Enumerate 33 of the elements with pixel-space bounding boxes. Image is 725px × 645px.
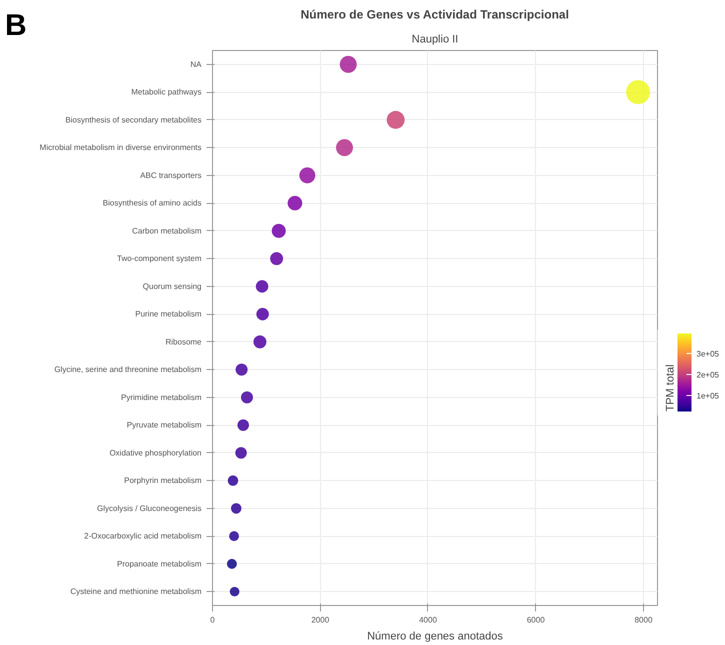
y-tick-label: Biosynthesis of amino acids [102, 198, 202, 208]
color-bar-label: 3e+05 [696, 350, 720, 359]
y-tick-label: Microbial metabolism in diverse environments [40, 143, 202, 152]
y-tick-label: Carbon metabolism [132, 226, 202, 236]
y-tick-label: Purine metabolism [135, 310, 202, 319]
y-tick-label: Glycolysis / Gluconeogenesis [97, 504, 202, 513]
color-bar-label: 2e+05 [696, 370, 720, 380]
x-tick-label: 4000 [419, 616, 438, 624]
y-tick-label: ABC transporters [140, 170, 202, 180]
y-tick-label: Glycine, serine and threonine metabolism [54, 365, 202, 374]
y-tick-label: Porphyrin metabolism [124, 476, 202, 486]
y-tick-label: Pyruvate metabolism [126, 420, 202, 430]
x-tick-label: 8000 [634, 616, 653, 624]
y-tick-label: 2-Oxocarboxylic acid metabolism [84, 532, 202, 541]
y-tick-label: Oxidative phosphorylation [109, 448, 202, 458]
y-tick-label: Cysteine and methionine metabolism [70, 587, 202, 596]
x-tick-label: 2000 [311, 616, 330, 624]
y-tick-label: Quorum sensing [142, 282, 202, 291]
y-tick-label: Biosynthesis of secondary metabolites [65, 115, 202, 124]
y-tick-label: Ribosome [165, 337, 202, 346]
y-tick-label: Two-component system [117, 254, 202, 264]
color-bar-title: TPM total [664, 364, 676, 412]
y-tick-label: Metabolic pathways [131, 88, 202, 97]
text: B [5, 8, 27, 44]
y-tick-label: NA [190, 60, 202, 69]
chart-title: Número de Genes vs Actividad Transcripcional [300, 8, 569, 22]
color-bar-label: 1e+05 [696, 391, 720, 400]
y-tick-label: Pyrimidine metabolism [121, 392, 202, 402]
x-tick-label: 6000 [526, 616, 546, 624]
chart-subtitle: Nauplio II [412, 34, 458, 46]
x-tick-label: 0 [210, 616, 216, 624]
x-axis-title: Número de genes anotados [367, 630, 504, 642]
y-tick-label: Propanoate metabolism [117, 559, 202, 568]
